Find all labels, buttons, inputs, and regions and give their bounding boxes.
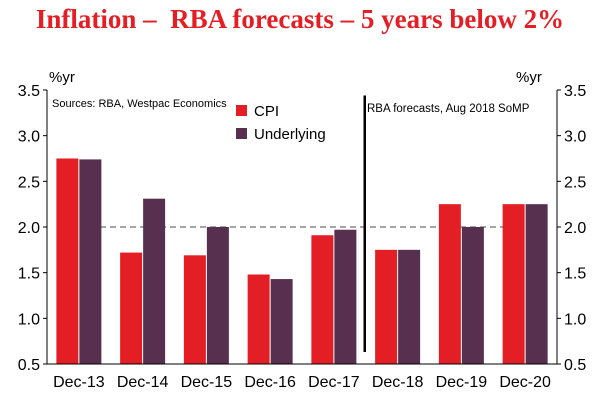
x-tick-label-dec-16: Dec-16 [244, 374, 296, 391]
y-tick-label-right: 3.0 [564, 129, 586, 146]
y-tick-label-left: 1.0 [18, 311, 40, 328]
bar-cpi-dec-18 [375, 249, 398, 364]
bar-underlying-dec-17 [334, 229, 357, 364]
x-tick-label-dec-17: Dec-17 [308, 374, 360, 391]
bar-underlying-dec-16 [270, 279, 293, 364]
sources-annotation: Sources: RBA, Westpac Economics [52, 98, 227, 110]
legend-swatch-cpi [236, 105, 247, 116]
bar-underlying-dec-15 [206, 227, 229, 364]
y-tick-label-left: 3.0 [18, 129, 40, 146]
bar-underlying-dec-19 [461, 227, 484, 364]
forecast-annotation: RBA forecasts, Aug 2018 SoMP [367, 103, 530, 115]
y-tick-label-left: 3.5 [18, 83, 40, 100]
x-tick-label-dec-19: Dec-19 [436, 374, 488, 391]
y-tick-label-right: 2.5 [564, 174, 586, 191]
y-tick-label-left: 2.5 [18, 174, 40, 191]
y-tick-label-left: 1.5 [18, 266, 40, 283]
bar-underlying-dec-18 [398, 249, 421, 364]
x-tick-label-dec-15: Dec-15 [181, 374, 233, 391]
bar-cpi-dec-17 [311, 235, 334, 364]
bar-cpi-dec-14 [120, 252, 143, 364]
y-tick-label-right: 0.5 [564, 357, 586, 374]
bar-cpi-dec-19 [438, 204, 461, 364]
x-tick-label-dec-18: Dec-18 [372, 374, 424, 391]
x-tick-label-dec-20: Dec-20 [499, 374, 551, 391]
bar-underlying-dec-14 [143, 198, 166, 364]
chart-title: Inflation – RBA forecasts – 5 years belo… [35, 4, 565, 34]
x-tick-label-dec-14: Dec-14 [117, 374, 169, 391]
bar-underlying-dec-20 [525, 204, 548, 364]
y-tick-label-left: 0.5 [18, 357, 40, 374]
bar-underlying-dec-13 [79, 159, 102, 364]
x-tick-label-dec-13: Dec-13 [53, 374, 105, 391]
legend-label-underlying: Underlying [254, 126, 326, 143]
y-tick-label-right: 2.0 [564, 220, 586, 237]
legend-label-cpi: CPI [254, 103, 279, 120]
y-tick-label-right: 1.0 [564, 311, 586, 328]
y-tick-label-left: 2.0 [18, 220, 40, 237]
bar-cpi-dec-15 [183, 255, 206, 364]
y-axis-label-left: %yr [49, 69, 75, 86]
legend-swatch-underlying [236, 128, 247, 139]
bar-cpi-dec-20 [502, 204, 525, 364]
y-tick-label-right: 3.5 [564, 83, 586, 100]
bar-cpi-dec-16 [247, 274, 270, 364]
y-axis-label-right: %yr [516, 69, 542, 86]
y-tick-label-right: 1.5 [564, 266, 586, 283]
bar-cpi-dec-13 [56, 158, 79, 364]
